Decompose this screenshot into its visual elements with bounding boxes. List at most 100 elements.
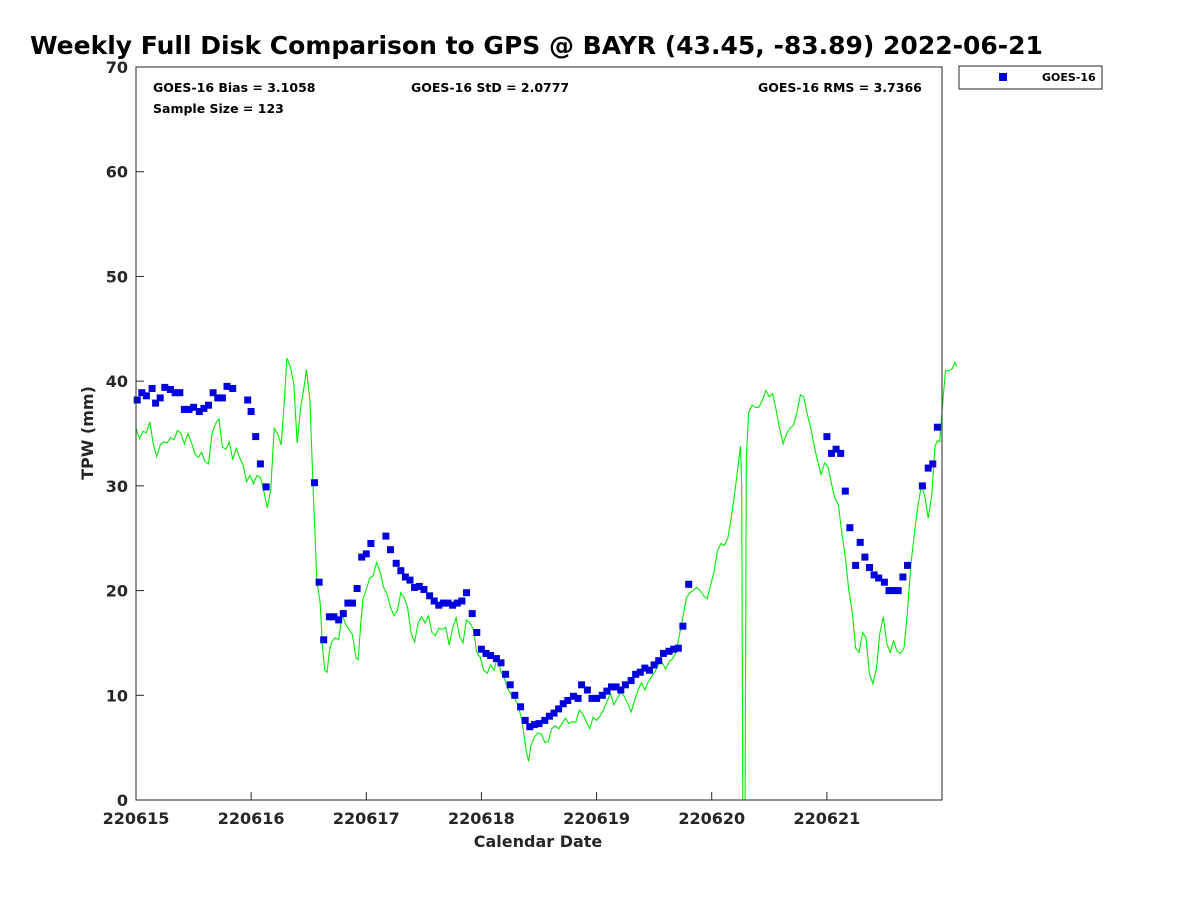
goes16-point: [875, 574, 883, 582]
goes16-point: [330, 613, 338, 621]
goes16-point: [617, 686, 625, 694]
goes16-point: [444, 599, 452, 607]
goes16-point: [588, 694, 596, 702]
goes16-point: [593, 694, 601, 702]
goes16-point: [933, 423, 941, 431]
goes16-point: [526, 723, 534, 731]
legend-goes16-marker: [999, 73, 1007, 81]
goes16-point: [894, 587, 902, 595]
goes16-point: [555, 705, 563, 713]
goes16-point: [846, 524, 854, 532]
goes16-point: [185, 405, 193, 413]
goes16-point: [841, 487, 849, 495]
goes16-point: [382, 532, 390, 540]
goes16-point: [502, 670, 510, 678]
y-tick-label: 30: [106, 477, 128, 496]
x-tick-label: 220620: [678, 809, 745, 828]
goes16-point: [463, 589, 470, 597]
goes16-point: [477, 645, 485, 653]
goes16-point: [487, 652, 495, 659]
y-axis-label: TPW (mm): [78, 386, 97, 480]
goes16-point: [325, 613, 333, 621]
goes16-point: [506, 681, 514, 689]
goes16-point: [406, 576, 414, 584]
goes16-point: [458, 597, 466, 605]
goes16-point: [420, 586, 428, 593]
goes16-point: [570, 692, 577, 700]
goes16-point: [411, 583, 419, 591]
goes16-point: [564, 697, 572, 704]
rms-stat: GOES-16 RMS = 3.7366: [758, 80, 922, 95]
goes16-point: [229, 385, 237, 392]
goes16-point: [190, 403, 198, 411]
goes16-point: [870, 571, 878, 579]
goes16-point: [832, 445, 840, 453]
goes16-point: [670, 645, 678, 653]
goes16-point: [244, 396, 252, 404]
y-tick-label: 0: [117, 791, 128, 810]
goes16-point: [195, 408, 203, 415]
goes16-point: [574, 694, 582, 702]
goes16-point: [205, 401, 212, 409]
goes16-point: [541, 716, 549, 724]
goes16-point: [636, 668, 644, 676]
goes16-point: [899, 573, 907, 581]
goes16-point: [311, 479, 318, 487]
goes16-point: [674, 644, 682, 652]
y-tick-label: 10: [106, 686, 128, 705]
goes16-point: [861, 553, 869, 561]
goes16-point: [218, 394, 226, 402]
goes16-point: [435, 601, 443, 609]
goes16-point: [521, 716, 529, 724]
goes16-point: [176, 389, 184, 397]
goes16-point: [152, 399, 160, 407]
goes16-point: [392, 559, 400, 567]
goes16-point: [890, 587, 898, 595]
goes16-point: [200, 404, 208, 412]
goes16-point: [430, 597, 438, 605]
goes16-point: [559, 700, 567, 708]
sample-size-stat: Sample Size = 123: [153, 101, 284, 116]
goes16-point: [511, 691, 519, 699]
goes16-point: [665, 647, 673, 655]
goes16-point: [535, 720, 543, 728]
goes16-point: [133, 396, 141, 404]
legend-box: [958, 65, 1103, 90]
goes16-point: [550, 709, 558, 717]
goes16-point: [397, 567, 405, 575]
goes16-point: [214, 394, 222, 402]
goes16-point: [223, 382, 231, 390]
goes16-point: [180, 405, 188, 413]
goes16-point: [339, 610, 347, 618]
x-tick-label: 220618: [448, 809, 515, 828]
goes16-point: [415, 582, 423, 590]
goes16-point: [468, 610, 476, 618]
goes16-point: [449, 601, 457, 609]
goes16-point: [320, 636, 328, 644]
x-tick-label: 220619: [563, 809, 630, 828]
goes16-point: [856, 538, 864, 546]
goes16-point: [918, 482, 926, 490]
y-tick-label: 70: [106, 58, 128, 77]
goes16-point: [256, 460, 264, 468]
x-tick-label: 220615: [103, 809, 170, 828]
goes16-point: [167, 386, 174, 393]
legend: GOES-16: [958, 65, 1103, 90]
goes16-point: [545, 712, 553, 720]
gps-series-layer: [135, 357, 958, 801]
goes16-point: [209, 389, 217, 397]
y-tick-label: 20: [106, 582, 128, 601]
goes16-point: [646, 666, 653, 674]
chart-title: Weekly Full Disk Comparison to GPS @ BAY…: [30, 31, 1043, 60]
goes16-point: [632, 670, 640, 678]
goes16-point: [852, 561, 860, 569]
goes16-point: [387, 546, 394, 554]
goes16-point: [598, 691, 606, 699]
goes16-point: [655, 657, 663, 665]
goes16-point: [904, 561, 911, 569]
goes16-point: [142, 392, 150, 400]
goes16-point: [828, 449, 835, 457]
goes16-point: [685, 580, 693, 588]
goes16-point: [627, 677, 635, 685]
